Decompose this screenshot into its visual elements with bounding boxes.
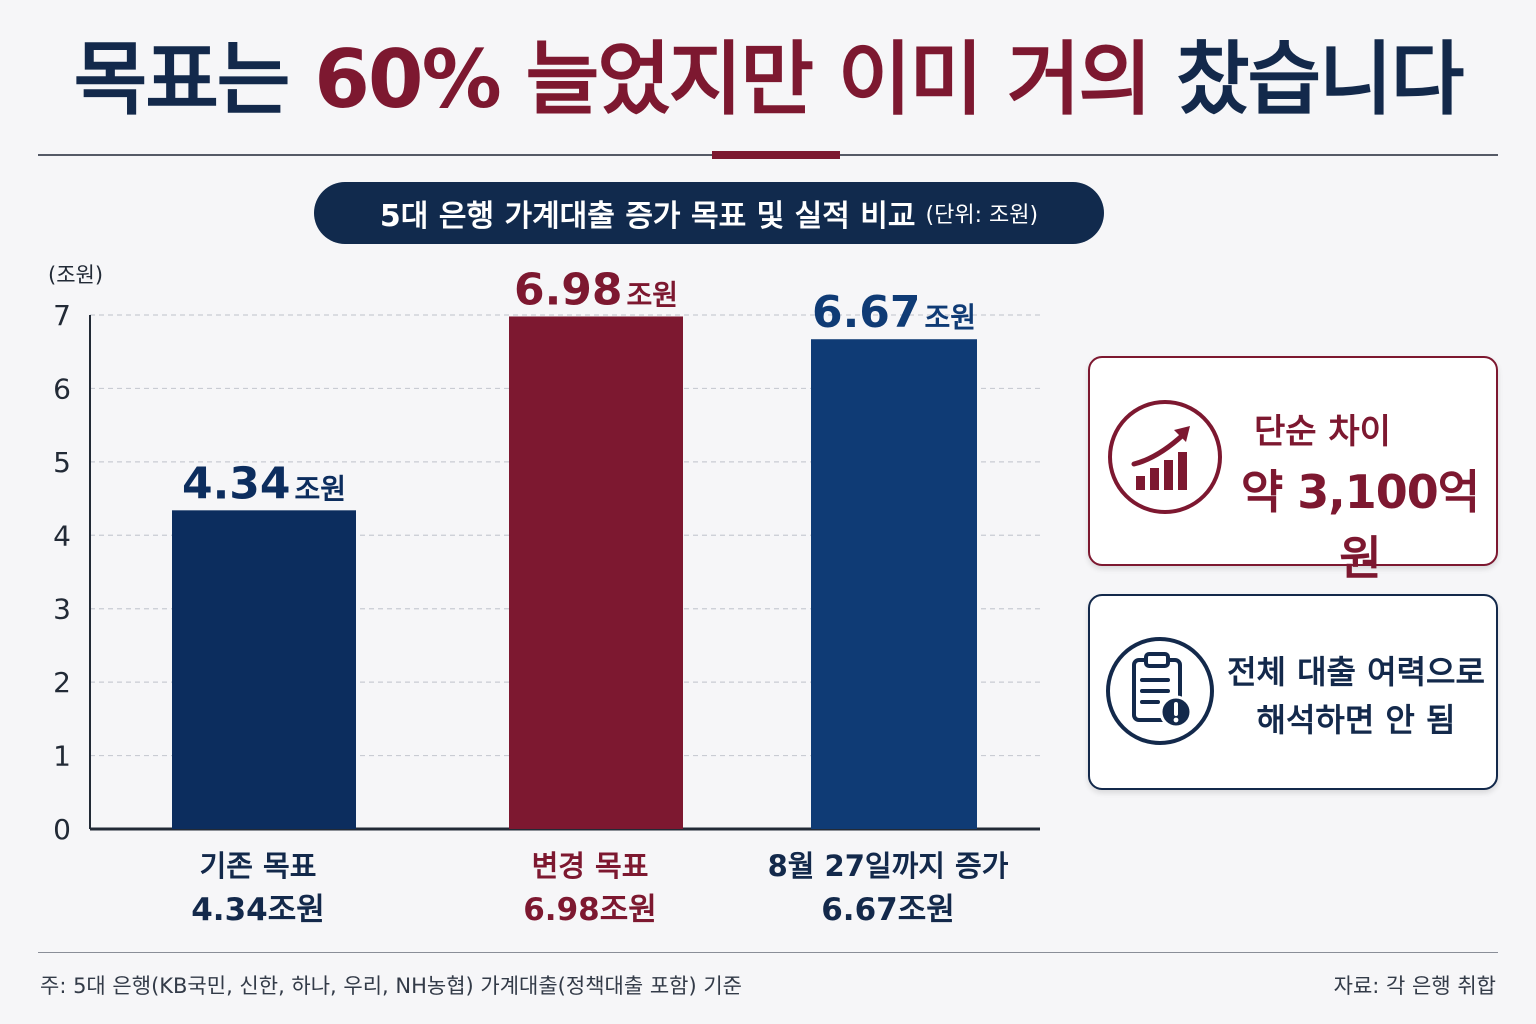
clipboard-warning-icon <box>1106 637 1214 745</box>
category-value-label: 6.98조원 <box>523 892 657 928</box>
caution-line2: 해석하면 안 됨 <box>1256 701 1456 739</box>
bar-value-unit: 조원 <box>295 472 347 505</box>
bar-value-number: 6.67 <box>812 287 921 338</box>
chart-subtitle: 5대 은행 가계대출 증가 목표 및 실적 비교 (단위: 조원) <box>314 182 1104 244</box>
headline-part2: 찼습니다 <box>1150 33 1464 126</box>
category-value-label: 6.67조원 <box>821 892 955 928</box>
difference-value: 약 3,100억원 <box>1240 465 1480 585</box>
category-label: 8월 27일까지 증가 <box>768 849 1009 883</box>
bar-value-unit: 조원 <box>627 278 679 311</box>
y-tick-label: 5 <box>53 446 71 479</box>
title-divider-accent <box>712 151 840 159</box>
category-value-label: 4.34조원 <box>191 892 325 928</box>
bar-value-unit: 조원 <box>925 301 977 334</box>
bar-value-label: 4.34 조원 <box>182 458 346 509</box>
headline-accent: 60% 늘었지만 이미 거의 <box>314 33 1152 126</box>
caution-callout: 전체 대출 여력으로 해석하면 안 됨 <box>1088 594 1498 790</box>
y-tick-label: 4 <box>53 519 71 552</box>
y-tick-label: 6 <box>53 372 71 405</box>
category-label: 변경 목표 <box>532 849 649 883</box>
y-tick-label: 7 <box>53 299 71 332</box>
caution-line1: 전체 대출 여력으로 <box>1227 653 1485 691</box>
bar-value-label: 6.67 조원 <box>812 287 976 338</box>
caution-text: 전체 대출 여력으로 해석하면 안 됨 <box>1222 648 1490 744</box>
footnote: 주: 5대 은행(KB국민, 신한, 하나, 우리, NH농협) 가계대출(정책… <box>40 974 742 998</box>
chart-subtitle-main: 5대 은행 가계대출 증가 목표 및 실적 비교 <box>379 199 916 234</box>
bar <box>811 339 977 829</box>
y-tick-label: 2 <box>53 666 71 699</box>
footer-divider <box>38 952 1498 953</box>
category-label: 기존 목표 <box>200 849 317 883</box>
y-tick-label: 3 <box>53 593 71 626</box>
bar <box>509 316 683 829</box>
y-axis-label: (조원) <box>48 263 103 287</box>
source-note: 자료: 각 은행 취합 <box>1333 974 1496 998</box>
chart-subtitle-unit: (단위: 조원) <box>925 203 1039 228</box>
bar-value-number: 4.34 <box>182 458 291 509</box>
headline: 목표는 60% 늘었지만 이미 거의 찼습니다 <box>0 30 1536 130</box>
headline-part1: 목표는 <box>73 33 315 126</box>
bar-value-number: 6.98 <box>514 264 623 315</box>
difference-label: 단순 차이 <box>1254 412 1391 452</box>
bar <box>172 510 356 829</box>
y-tick-label: 1 <box>53 740 71 773</box>
bar-value-label: 6.98 조원 <box>514 264 678 315</box>
difference-callout: 단순 차이 약 3,100억원 <box>1088 356 1498 585</box>
y-tick-label: 0 <box>53 813 71 846</box>
growth-chart-icon <box>1108 400 1222 514</box>
